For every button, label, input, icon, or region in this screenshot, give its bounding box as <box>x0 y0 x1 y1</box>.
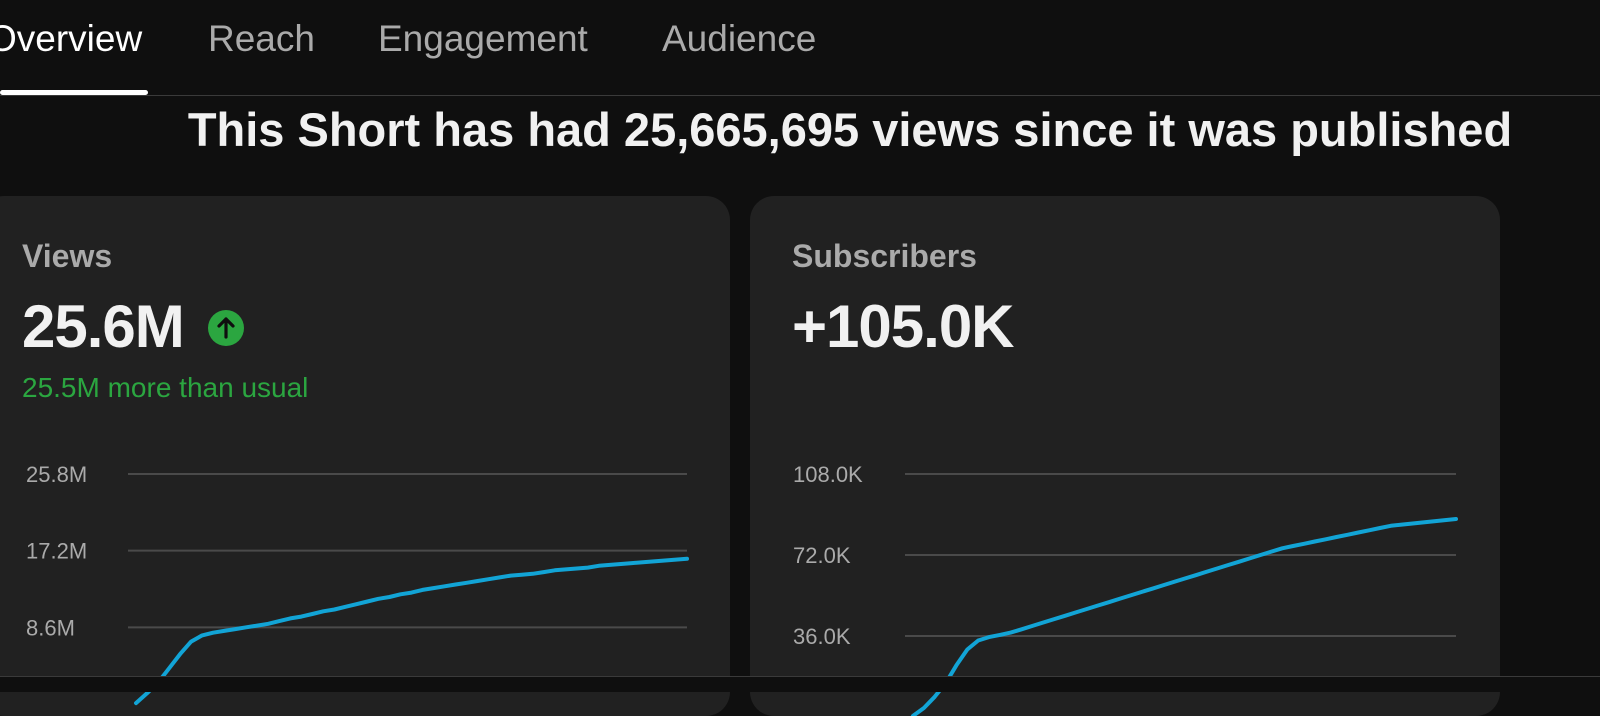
subscribers-card[interactable]: Subscribers +105.0K 108.0K 72.0K 36.0K <box>750 196 1500 716</box>
y-tick-label: 108.0K <box>793 462 863 487</box>
series-line <box>134 556 689 706</box>
series-line <box>911 517 1458 716</box>
subscribers-line-chart: 108.0K 72.0K 36.0K <box>793 462 1458 716</box>
tab-audience[interactable]: Audience <box>662 18 817 59</box>
y-tick-label: 8.6M <box>26 615 75 640</box>
views-card-value: 25.6M <box>22 293 185 360</box>
tab-bar: Overview Reach Engagement Audience <box>0 0 1600 96</box>
subscribers-card-title: Subscribers <box>792 238 977 274</box>
y-tick-label: 72.0K <box>793 543 851 568</box>
tab-reach[interactable]: Reach <box>208 18 315 59</box>
active-tab-indicator <box>0 90 148 95</box>
tab-overview[interactable]: Overview <box>0 18 143 59</box>
bottom-divider <box>0 676 1600 692</box>
views-card-title: Views <box>22 238 113 274</box>
arrow-up-icon <box>208 310 244 346</box>
views-line-chart: 25.8M 17.2M 8.6M <box>26 462 689 706</box>
y-tick-label: 25.8M <box>26 462 87 487</box>
views-card-delta: 25.5M more than usual <box>22 372 309 403</box>
views-card[interactable]: Views 25.6M 25.5M more than usual 25.8M 1… <box>0 196 730 716</box>
y-tick-label: 17.2M <box>26 539 87 564</box>
subscribers-card-value: +105.0K <box>792 293 1015 360</box>
y-tick-label: 36.0K <box>793 624 851 649</box>
page-headline: This Short has had 25,665,695 views sinc… <box>187 103 1513 156</box>
tab-engagement[interactable]: Engagement <box>378 18 588 59</box>
